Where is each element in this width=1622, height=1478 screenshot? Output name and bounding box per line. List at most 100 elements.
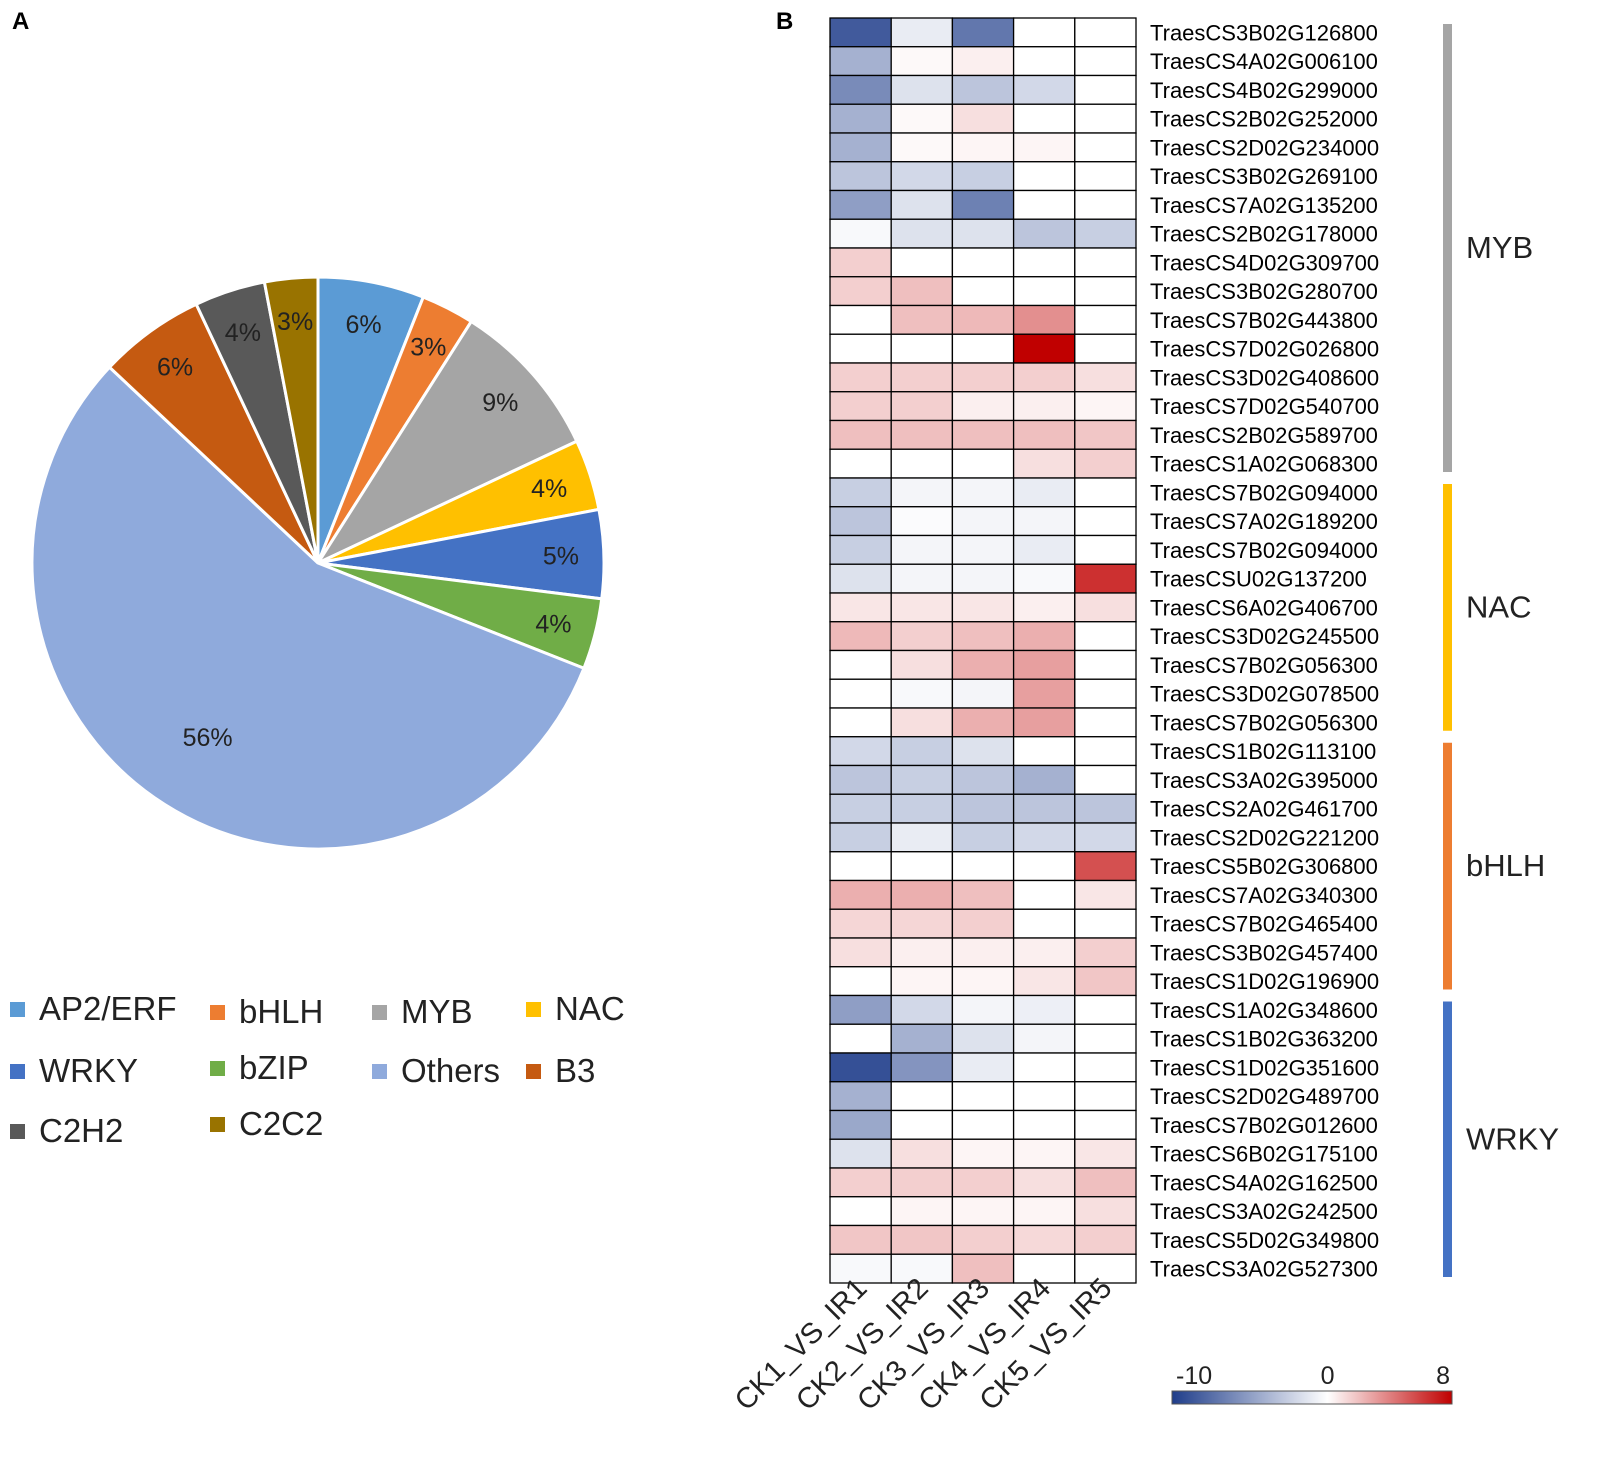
heatmap-cell bbox=[1012, 333, 1076, 364]
heatmap-cell bbox=[1074, 534, 1137, 565]
pie-slice-c2c2 bbox=[262, 275, 320, 564]
heatmap-cell bbox=[951, 1167, 1015, 1198]
heatmap-cell bbox=[1012, 908, 1076, 939]
gene-label: TraesCS1A02G348600 bbox=[1150, 998, 1378, 1023]
heatmap-cell bbox=[1074, 649, 1137, 680]
heatmap-cell bbox=[829, 534, 892, 565]
heatmap-cell bbox=[829, 247, 892, 278]
legend-item-bhlh: bHLH bbox=[210, 993, 323, 1031]
heatmap-cell bbox=[951, 391, 1015, 422]
heatmap-cell bbox=[890, 793, 954, 824]
heatmap-cell bbox=[1012, 132, 1076, 163]
heatmap-cell bbox=[829, 161, 892, 192]
heatmap-cell bbox=[890, 103, 954, 134]
heatmap-cell bbox=[951, 1081, 1015, 1112]
heatmap-cell bbox=[829, 477, 892, 508]
legend-label: bHLH bbox=[239, 993, 324, 1030]
heatmap-cell bbox=[1074, 46, 1137, 77]
heatmap-cell bbox=[890, 132, 954, 163]
heatmap-cell bbox=[951, 477, 1015, 508]
gene-label: TraesCS4A02G162500 bbox=[1150, 1170, 1378, 1195]
heatmap-cell bbox=[1074, 1052, 1137, 1083]
heatmap-cell bbox=[890, 764, 954, 795]
heatmap-cell bbox=[890, 822, 954, 853]
gene-label: TraesCS4A02G006100 bbox=[1150, 49, 1378, 74]
group-bar-myb bbox=[1443, 24, 1452, 472]
heatmap-cell bbox=[951, 764, 1015, 795]
heatmap-cell bbox=[951, 908, 1015, 939]
heatmap-cell bbox=[1012, 1052, 1076, 1083]
heatmap-cell bbox=[890, 707, 954, 738]
heatmap-cell bbox=[829, 1196, 892, 1227]
heatmap-cell bbox=[890, 851, 954, 882]
heatmap-cell bbox=[829, 822, 892, 853]
heatmap-cell bbox=[951, 103, 1015, 134]
gene-label: TraesCS3B02G269100 bbox=[1150, 164, 1378, 189]
gene-label: TraesCS1B02G363200 bbox=[1150, 1027, 1378, 1052]
gene-label: TraesCS2D02G221200 bbox=[1150, 825, 1379, 850]
heatmap-cell bbox=[1074, 908, 1137, 939]
gene-label: TraesCSU02G137200 bbox=[1150, 567, 1367, 592]
heatmap-cell bbox=[829, 276, 892, 307]
heatmap-cell bbox=[890, 1253, 954, 1284]
heatmap-cell bbox=[1074, 477, 1137, 508]
legend-swatch bbox=[210, 1060, 225, 1076]
heatmap-cell bbox=[890, 736, 954, 767]
gene-label: TraesCS7D02G026800 bbox=[1150, 337, 1379, 362]
scale-tick-label: 0 bbox=[1321, 1362, 1335, 1390]
heatmap-cell bbox=[1012, 477, 1076, 508]
legend-item-c2h2: C2H2 bbox=[10, 1112, 123, 1150]
heatmap-cell bbox=[890, 477, 954, 508]
heatmap-cell bbox=[1012, 534, 1076, 565]
legend-swatch bbox=[10, 1123, 25, 1139]
heatmap-cell bbox=[829, 966, 892, 997]
heatmap-cell bbox=[951, 879, 1015, 910]
heatmap-cell bbox=[1012, 563, 1076, 594]
heatmap-cell bbox=[829, 1081, 892, 1112]
heatmap-cell bbox=[951, 1224, 1015, 1255]
heatmap-cell bbox=[1012, 17, 1076, 48]
heatmap-cell bbox=[1074, 764, 1137, 795]
heatmap-cell bbox=[829, 17, 892, 48]
heatmap-cell bbox=[1074, 419, 1137, 450]
heatmap-cell bbox=[1074, 1224, 1137, 1255]
heatmap-cell bbox=[951, 189, 1015, 220]
legend-item-ap2-erf: AP2/ERF bbox=[10, 990, 177, 1028]
legend-item-b3: B3 bbox=[526, 1052, 595, 1090]
group-label: WRKY bbox=[1466, 1121, 1559, 1156]
legend-label: C2H2 bbox=[39, 1112, 124, 1149]
gene-label: TraesCS7D02G540700 bbox=[1150, 394, 1379, 419]
heatmap-cell bbox=[890, 937, 954, 968]
heatmap-cell bbox=[829, 908, 892, 939]
legend-swatch bbox=[526, 1063, 541, 1079]
heatmap-cell bbox=[1074, 937, 1137, 968]
heatmap-cell bbox=[951, 822, 1015, 853]
heatmap-cell bbox=[1074, 994, 1137, 1025]
heatmap-cell bbox=[890, 419, 954, 450]
heatmap-cell bbox=[951, 247, 1015, 278]
legend-swatch bbox=[10, 1063, 25, 1079]
heatmap-cell bbox=[1074, 362, 1137, 393]
heatmap-cell bbox=[890, 448, 954, 479]
heatmap-cell bbox=[951, 333, 1015, 364]
heatmap-cell bbox=[1012, 851, 1076, 882]
heatmap-cell bbox=[951, 132, 1015, 163]
heatmap-cell bbox=[1012, 707, 1076, 738]
heatmap-cell bbox=[951, 621, 1015, 652]
heatmap-cell bbox=[951, 534, 1015, 565]
heatmap-cell bbox=[1074, 1196, 1137, 1227]
heatmap-cell bbox=[890, 74, 954, 105]
heatmap-cell bbox=[890, 621, 954, 652]
heatmap-cell bbox=[1012, 1023, 1076, 1054]
gene-label: TraesCS1D02G196900 bbox=[1150, 969, 1379, 994]
heatmap-cell bbox=[890, 333, 954, 364]
heatmap-cell bbox=[1012, 793, 1076, 824]
heatmap-cell bbox=[890, 1023, 954, 1054]
pie-data-label: 6% bbox=[345, 311, 381, 339]
heatmap-cell bbox=[1012, 506, 1076, 537]
heatmap-cell bbox=[829, 333, 892, 364]
gene-label: TraesCS5B02G306800 bbox=[1150, 854, 1378, 879]
legend-item-nac: NAC bbox=[526, 990, 625, 1028]
heatmap-cell bbox=[1074, 132, 1137, 163]
heatmap-cell bbox=[890, 534, 954, 565]
